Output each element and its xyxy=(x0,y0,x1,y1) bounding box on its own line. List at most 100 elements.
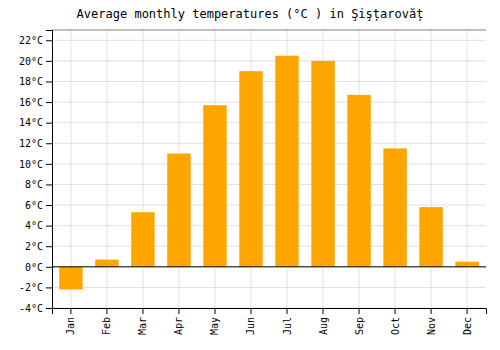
y-tick-mark xyxy=(46,308,52,309)
x-tick-mark xyxy=(467,308,468,314)
x-tick: Apr xyxy=(173,308,184,335)
x-tick: Sep xyxy=(354,308,365,335)
y-tick: 18°C xyxy=(19,76,52,87)
x-tick-mark xyxy=(431,308,432,314)
y-tick-mark xyxy=(46,267,52,268)
x-tick-label: Jul xyxy=(282,317,293,335)
x-grid-line xyxy=(70,30,71,308)
y-grid-line xyxy=(52,122,486,123)
y-tick: 8°C xyxy=(25,179,52,190)
y-tick-label: 0°C xyxy=(25,262,43,273)
y-axis-line xyxy=(46,31,53,309)
bar xyxy=(347,95,370,267)
x-tick-label: Feb xyxy=(101,317,112,335)
y-grid-line xyxy=(52,40,486,41)
y-tick: 16°C xyxy=(19,97,52,108)
y-tick: 12°C xyxy=(19,138,52,149)
bar xyxy=(59,267,82,290)
bar xyxy=(419,207,442,267)
bar xyxy=(455,262,478,267)
bar xyxy=(239,71,262,267)
y-tick: 14°C xyxy=(19,117,52,128)
y-tick-label: 16°C xyxy=(19,97,43,108)
x-tick: Feb xyxy=(101,308,112,335)
y-tick: 22°C xyxy=(19,35,52,46)
y-axis: -4°C -2°C 0°C 2°C 4°C 6°C 8°C 10°C 12°C 14°C 16°C 1… xyxy=(19,31,53,314)
bars xyxy=(59,56,479,290)
y-tick-label: 22°C xyxy=(19,35,43,46)
x-tick: Dec xyxy=(462,308,473,335)
plot: -4°C -2°C 0°C 2°C 4°C 6°C 8°C 10°C 12°C 14°C 16°C 1… xyxy=(19,30,487,335)
chart: Average monthly temperatures (°C ) in Şi… xyxy=(0,0,500,350)
grid xyxy=(52,30,486,308)
x-tick-mark xyxy=(395,308,396,314)
y-grid-line xyxy=(52,163,486,164)
bar xyxy=(131,212,154,267)
y-grid-line xyxy=(52,184,486,185)
x-tick: Mar xyxy=(137,308,148,335)
bar xyxy=(275,56,298,267)
title: Average monthly temperatures (°C ) in Şi… xyxy=(77,7,424,22)
x-tick-label: Nov xyxy=(426,317,437,335)
x-tick: Jun xyxy=(245,308,256,335)
x-tick-label: Dec xyxy=(462,317,473,335)
bar xyxy=(311,61,334,267)
y-grid-line xyxy=(52,60,486,61)
x-tick-mark xyxy=(323,308,324,314)
y-grid-line xyxy=(52,266,486,267)
x-tick-mark xyxy=(178,308,179,314)
x-tick: Nov xyxy=(426,308,437,335)
x-tick: Jan xyxy=(65,308,76,335)
x-axis: Jan Feb Mar Apr May Jun Jul Aug Sep Oct Nov Dec xyxy=(53,308,487,335)
x-tick-mark xyxy=(359,308,360,314)
y-tick-mark xyxy=(46,287,52,288)
y-tick-label: -4°C xyxy=(19,303,43,314)
y-tick-mark xyxy=(46,184,52,185)
y-tick: 20°C xyxy=(19,56,52,67)
y-tick: 10°C xyxy=(19,159,52,170)
y-tick-mark xyxy=(46,164,52,165)
bar xyxy=(167,154,190,267)
x-tick-label: Aug xyxy=(318,317,329,335)
y-tick-label: 18°C xyxy=(19,76,43,87)
x-tick: May xyxy=(209,308,220,335)
x-tick-mark xyxy=(250,308,251,314)
bar xyxy=(383,148,406,266)
y-tick-label: 20°C xyxy=(19,56,43,67)
x-tick: Oct xyxy=(390,308,401,335)
y-tick-label: -2°C xyxy=(19,282,43,293)
x-tick-label: Oct xyxy=(390,317,401,335)
x-tick-label: May xyxy=(209,317,220,335)
x-tick-label: Sep xyxy=(354,317,365,335)
y-tick-label: 14°C xyxy=(19,117,43,128)
x-tick-label: Apr xyxy=(173,317,184,335)
y-tick-label: 2°C xyxy=(25,241,43,252)
y-tick-label: 4°C xyxy=(25,220,43,231)
y-grid-line xyxy=(52,81,486,82)
y-grid-line xyxy=(52,287,486,288)
y-tick-label: 12°C xyxy=(19,138,43,149)
y-grid-line xyxy=(52,143,486,144)
zero-line xyxy=(52,266,486,267)
x-tick-label: Jun xyxy=(245,317,256,335)
y-tick: -4°C xyxy=(19,303,52,314)
y-tick-mark xyxy=(46,246,52,247)
y-tick: 6°C xyxy=(25,200,52,211)
x-tick: Aug xyxy=(318,308,329,335)
y-grid-line xyxy=(52,205,486,206)
y-tick-mark xyxy=(46,226,52,227)
y-tick: 4°C xyxy=(25,220,52,231)
y-tick-mark xyxy=(46,81,52,82)
y-tick-mark xyxy=(46,205,52,206)
bar xyxy=(95,260,118,267)
y-grid-line xyxy=(52,102,486,103)
x-tick-label: Jan xyxy=(65,317,76,335)
y-tick-mark xyxy=(46,61,52,62)
x-tick-mark xyxy=(70,308,71,314)
y-tick-label: 10°C xyxy=(19,159,43,170)
y-tick-mark xyxy=(46,40,52,41)
x-tick-mark xyxy=(106,308,107,314)
x-tick-mark xyxy=(214,308,215,314)
y-tick-label: 8°C xyxy=(25,179,43,190)
y-tick: -2°C xyxy=(19,282,52,293)
